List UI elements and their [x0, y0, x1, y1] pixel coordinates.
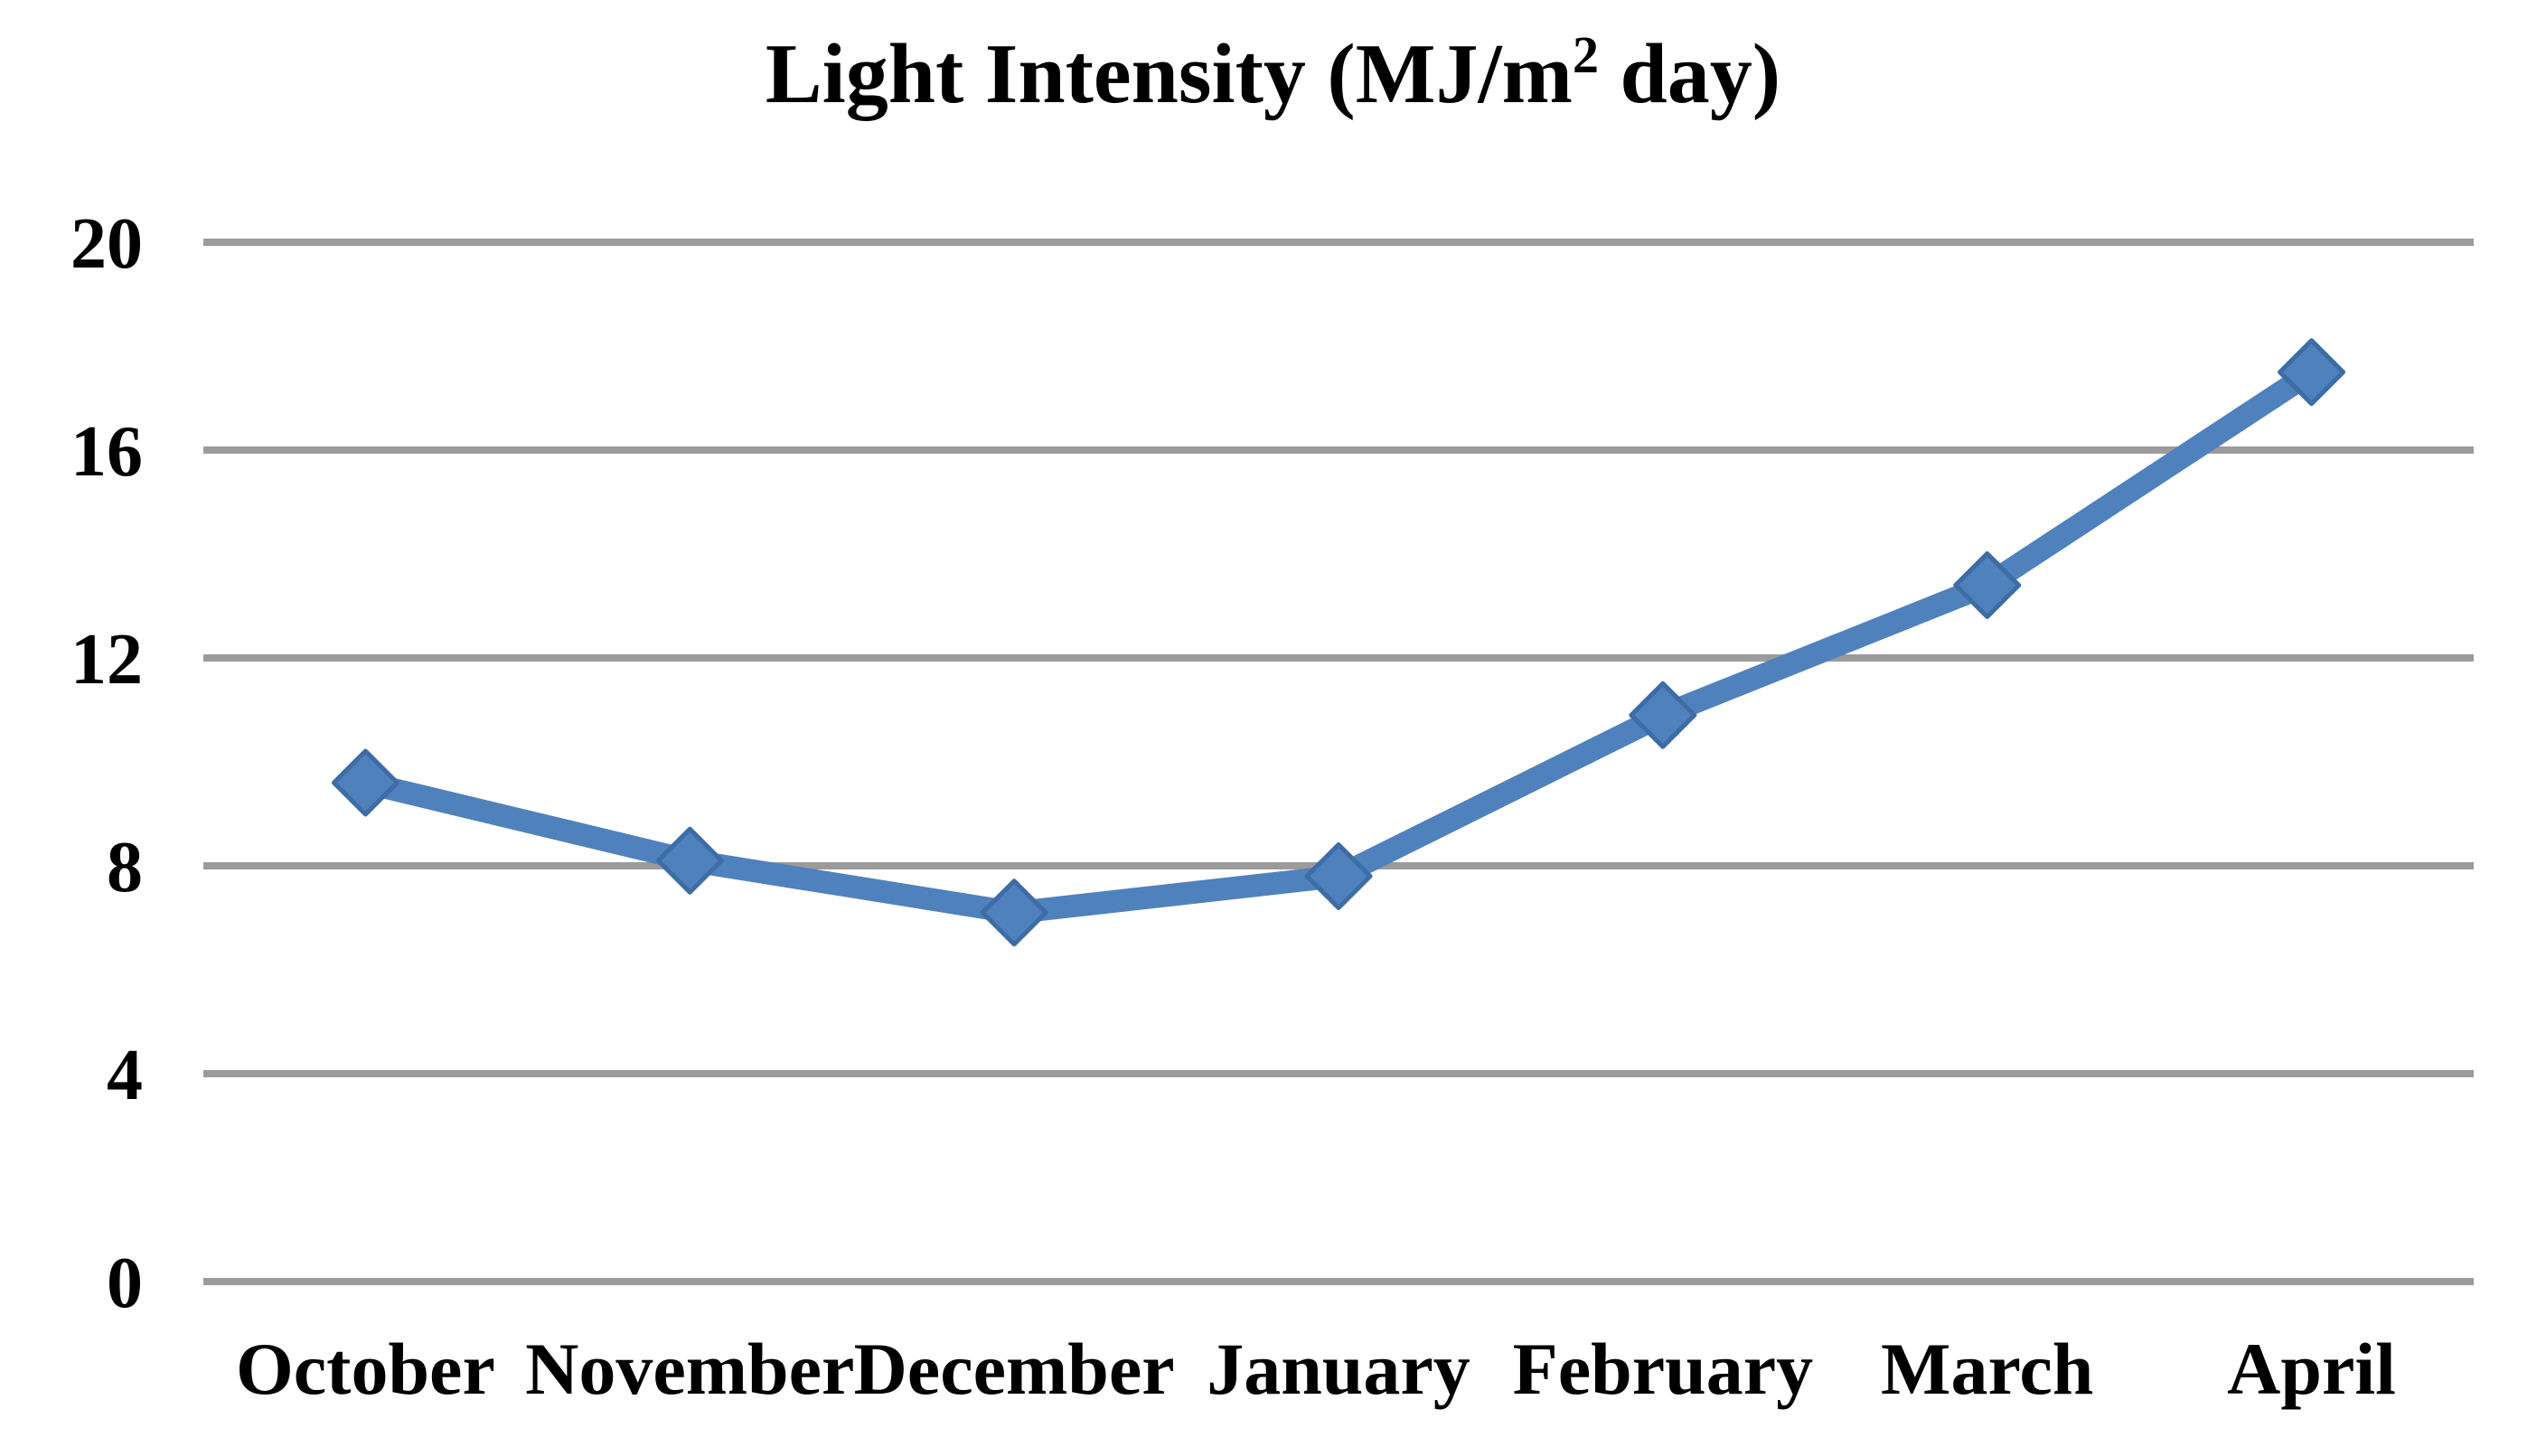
data-point-marker-april: [2278, 338, 2346, 407]
data-point-marker-december: [980, 878, 1048, 947]
chart-title: Light Intensity (MJ/m2 day): [0, 25, 2546, 123]
chart-title-suffix: day): [1599, 27, 1781, 121]
x-tick-label-march: March: [1881, 1328, 2093, 1410]
x-tick-label-october: October: [236, 1328, 495, 1410]
x-tick-label-december: December: [854, 1328, 1175, 1410]
x-tick-label-april: April: [2227, 1328, 2396, 1410]
chart-title-superscript: 2: [1572, 24, 1600, 84]
x-tick-label-november: November: [525, 1328, 854, 1410]
x-tick-label-february: February: [1513, 1328, 1813, 1410]
x-tick-label-january: January: [1207, 1328, 1470, 1410]
data-point-marker-february: [1629, 681, 1697, 749]
data-point-marker-november: [655, 826, 724, 895]
y-tick-label-16: 16: [70, 412, 143, 492]
data-point-marker-march: [1953, 551, 2022, 619]
y-tick-label-4: 4: [107, 1036, 143, 1115]
y-tick-label-20: 20: [70, 204, 143, 284]
y-tick-label-12: 12: [70, 620, 143, 700]
data-point-marker-october: [331, 748, 399, 817]
chart-title-text: Light Intensity (MJ/m: [765, 27, 1573, 121]
y-tick-label-0: 0: [107, 1244, 143, 1323]
data-point-marker-january: [1304, 842, 1373, 910]
y-tick-label-8: 8: [107, 828, 143, 907]
